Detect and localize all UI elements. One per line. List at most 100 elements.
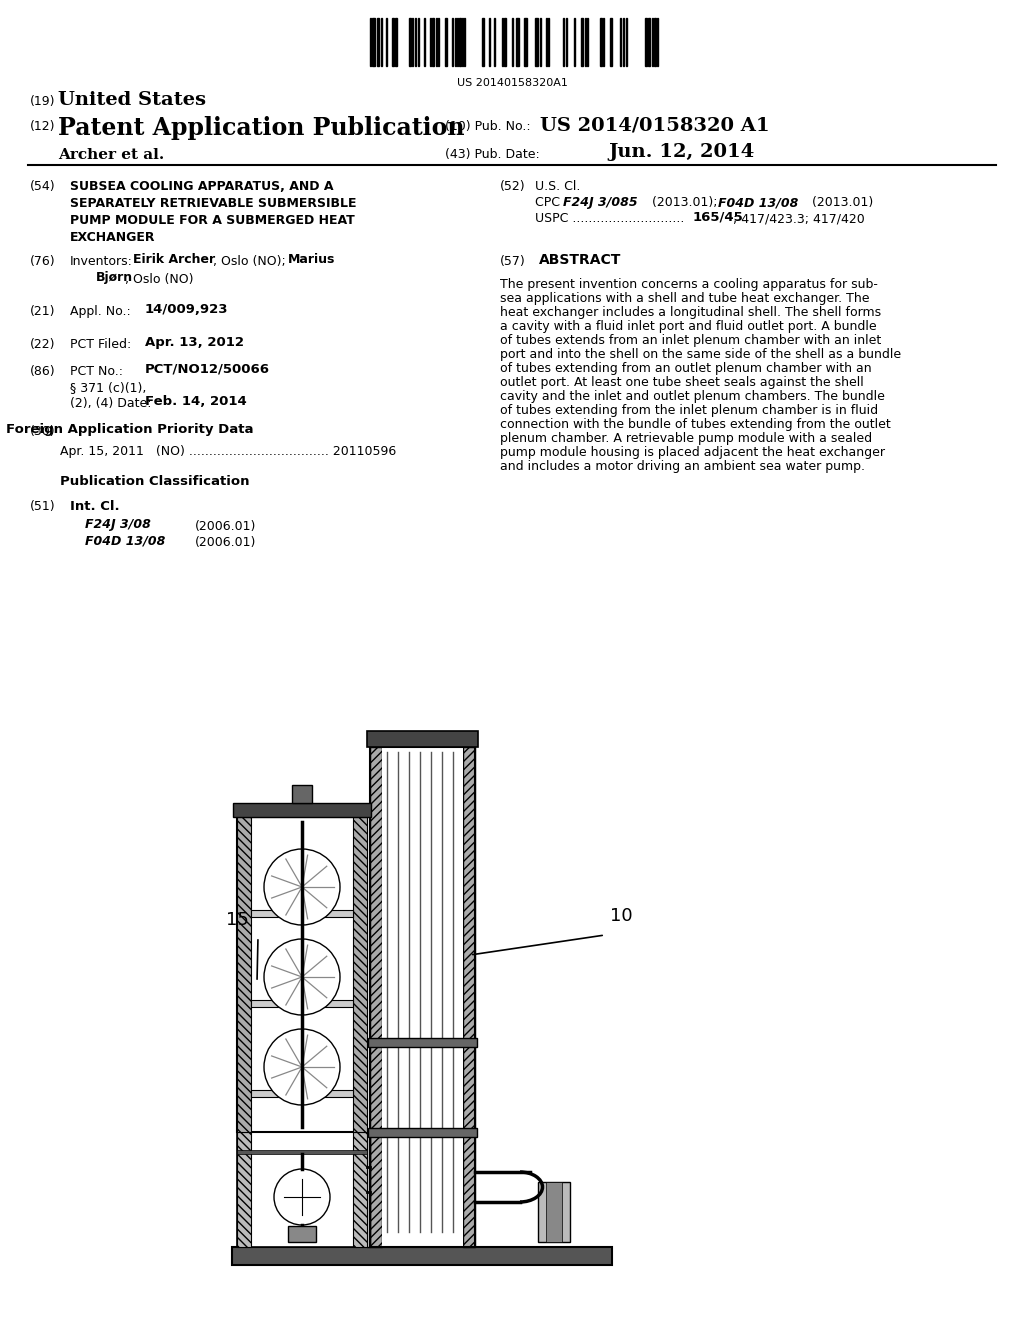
Bar: [237, 1150, 367, 1154]
Text: of tubes extending from an outlet plenum chamber with an: of tubes extending from an outlet plenum…: [500, 362, 871, 375]
Text: (2), (4) Date:: (2), (4) Date:: [70, 397, 152, 411]
Circle shape: [264, 939, 340, 1015]
Bar: [368, 1129, 477, 1137]
Text: Apr. 15, 2011   (NO) ................................... 20110596: Apr. 15, 2011 (NO) .....................…: [60, 445, 396, 458]
Text: F04D 13/08: F04D 13/08: [718, 195, 799, 209]
Bar: [353, 1133, 367, 1247]
Text: US 2014/0158320 A1: US 2014/0158320 A1: [540, 116, 770, 135]
Text: Feb. 14, 2014: Feb. 14, 2014: [145, 395, 247, 408]
Text: § 371 (c)(1),: § 371 (c)(1),: [70, 381, 146, 393]
Text: SUBSEA COOLING APPARATUS, AND A
SEPARATELY RETRIEVABLE SUBMERSIBLE
PUMP MODULE F: SUBSEA COOLING APPARATUS, AND A SEPARATE…: [70, 180, 356, 244]
Text: F24J 3/085: F24J 3/085: [563, 195, 638, 209]
Text: Jun. 12, 2014: Jun. 12, 2014: [608, 143, 755, 161]
Bar: [292, 785, 312, 803]
Bar: [516, 18, 519, 66]
Bar: [459, 18, 461, 66]
Bar: [368, 1038, 477, 1047]
Bar: [463, 747, 475, 1247]
Text: (30): (30): [30, 425, 55, 438]
Bar: [535, 18, 538, 66]
Text: 10: 10: [610, 907, 633, 925]
Text: (19): (19): [30, 95, 55, 108]
Bar: [445, 18, 447, 66]
Text: , Oslo (NO);: , Oslo (NO);: [213, 255, 290, 268]
Circle shape: [264, 1030, 340, 1105]
Circle shape: [274, 1170, 330, 1225]
Bar: [392, 18, 394, 66]
Text: F24J 3/08: F24J 3/08: [85, 517, 151, 531]
Text: (54): (54): [30, 180, 55, 193]
Text: (51): (51): [30, 500, 55, 513]
Text: ABSTRACT: ABSTRACT: [539, 253, 622, 267]
Text: (86): (86): [30, 366, 55, 378]
Bar: [237, 817, 367, 1133]
Bar: [237, 1133, 251, 1247]
Bar: [581, 18, 583, 66]
Text: The present invention concerns a cooling apparatus for sub-: The present invention concerns a cooling…: [500, 279, 878, 290]
Text: of tubes extends from an inlet plenum chamber with an inlet: of tubes extends from an inlet plenum ch…: [500, 334, 882, 347]
Bar: [370, 747, 382, 1247]
Bar: [648, 18, 650, 66]
Bar: [645, 18, 647, 66]
Text: 165/45: 165/45: [693, 210, 743, 223]
Text: connection with the bundle of tubes extending from the outlet: connection with the bundle of tubes exte…: [500, 418, 891, 432]
Bar: [372, 18, 375, 66]
Bar: [600, 18, 602, 66]
Text: port and into the shell on the same side of the shell as a bundle: port and into the shell on the same side…: [500, 348, 901, 360]
Text: USPC ............................: USPC ............................: [535, 213, 684, 224]
Text: U.S. Cl.: U.S. Cl.: [535, 180, 581, 193]
Bar: [432, 18, 434, 66]
Text: cavity and the inlet and outlet plenum chambers. The bundle: cavity and the inlet and outlet plenum c…: [500, 389, 885, 403]
Text: pump module housing is placed adjacent the heat exchanger: pump module housing is placed adjacent t…: [500, 446, 885, 459]
Text: Marius: Marius: [288, 253, 336, 267]
Text: ; 417/423.3; 417/420: ; 417/423.3; 417/420: [733, 213, 864, 224]
Text: sea applications with a shell and tube heat exchanger. The: sea applications with a shell and tube h…: [500, 292, 869, 305]
Text: Archer et al.: Archer et al.: [58, 148, 164, 162]
Text: (2013.01): (2013.01): [808, 195, 873, 209]
Text: of tubes extending from the inlet plenum chamber is in fluid: of tubes extending from the inlet plenum…: [500, 404, 879, 417]
Text: 15: 15: [226, 911, 249, 929]
Text: a cavity with a fluid inlet port and fluid outlet port. A bundle: a cavity with a fluid inlet port and flu…: [500, 319, 877, 333]
Text: 14/009,923: 14/009,923: [145, 304, 228, 315]
Text: Publication Classification: Publication Classification: [60, 475, 250, 488]
Text: heat exchanger includes a longitudinal shell. The shell forms: heat exchanger includes a longitudinal s…: [500, 306, 881, 319]
Text: PCT No.:: PCT No.:: [70, 366, 123, 378]
Bar: [288, 1226, 316, 1242]
Bar: [409, 18, 411, 66]
Bar: [251, 1001, 353, 1007]
Bar: [251, 1090, 353, 1097]
Bar: [610, 18, 612, 66]
Bar: [367, 731, 478, 747]
Text: F04D 13/08: F04D 13/08: [85, 535, 165, 546]
Bar: [251, 909, 353, 917]
Text: PCT/NO12/50066: PCT/NO12/50066: [145, 363, 270, 376]
Text: Appl. No.:: Appl. No.:: [70, 305, 131, 318]
Bar: [367, 1133, 370, 1247]
Text: Bjørn: Bjørn: [96, 271, 133, 284]
Text: (76): (76): [30, 255, 55, 268]
Text: Eirik Archer: Eirik Archer: [133, 253, 215, 267]
Text: and includes a motor driving an ambient sea water pump.: and includes a motor driving an ambient …: [500, 459, 865, 473]
Bar: [353, 817, 367, 1133]
Text: Inventors:: Inventors:: [70, 255, 133, 268]
Text: (43) Pub. Date:: (43) Pub. Date:: [445, 148, 540, 161]
Bar: [232, 1247, 612, 1265]
Bar: [370, 747, 475, 1247]
Bar: [504, 18, 506, 66]
Text: (2006.01): (2006.01): [195, 520, 256, 533]
Text: United States: United States: [58, 91, 206, 110]
Bar: [233, 803, 371, 817]
Text: Apr. 13, 2012: Apr. 13, 2012: [145, 337, 244, 348]
Bar: [524, 18, 527, 66]
Text: Int. Cl.: Int. Cl.: [70, 500, 120, 513]
Text: PCT Filed:: PCT Filed:: [70, 338, 131, 351]
Text: CPC: CPC: [535, 195, 568, 209]
Text: US 20140158320A1: US 20140158320A1: [457, 78, 567, 88]
Text: (52): (52): [500, 180, 525, 193]
Text: (2013.01);: (2013.01);: [648, 195, 722, 209]
Bar: [482, 18, 484, 66]
Text: (12): (12): [30, 120, 55, 133]
Text: (2006.01): (2006.01): [195, 536, 256, 549]
Bar: [538, 1181, 569, 1242]
Bar: [237, 1133, 367, 1247]
